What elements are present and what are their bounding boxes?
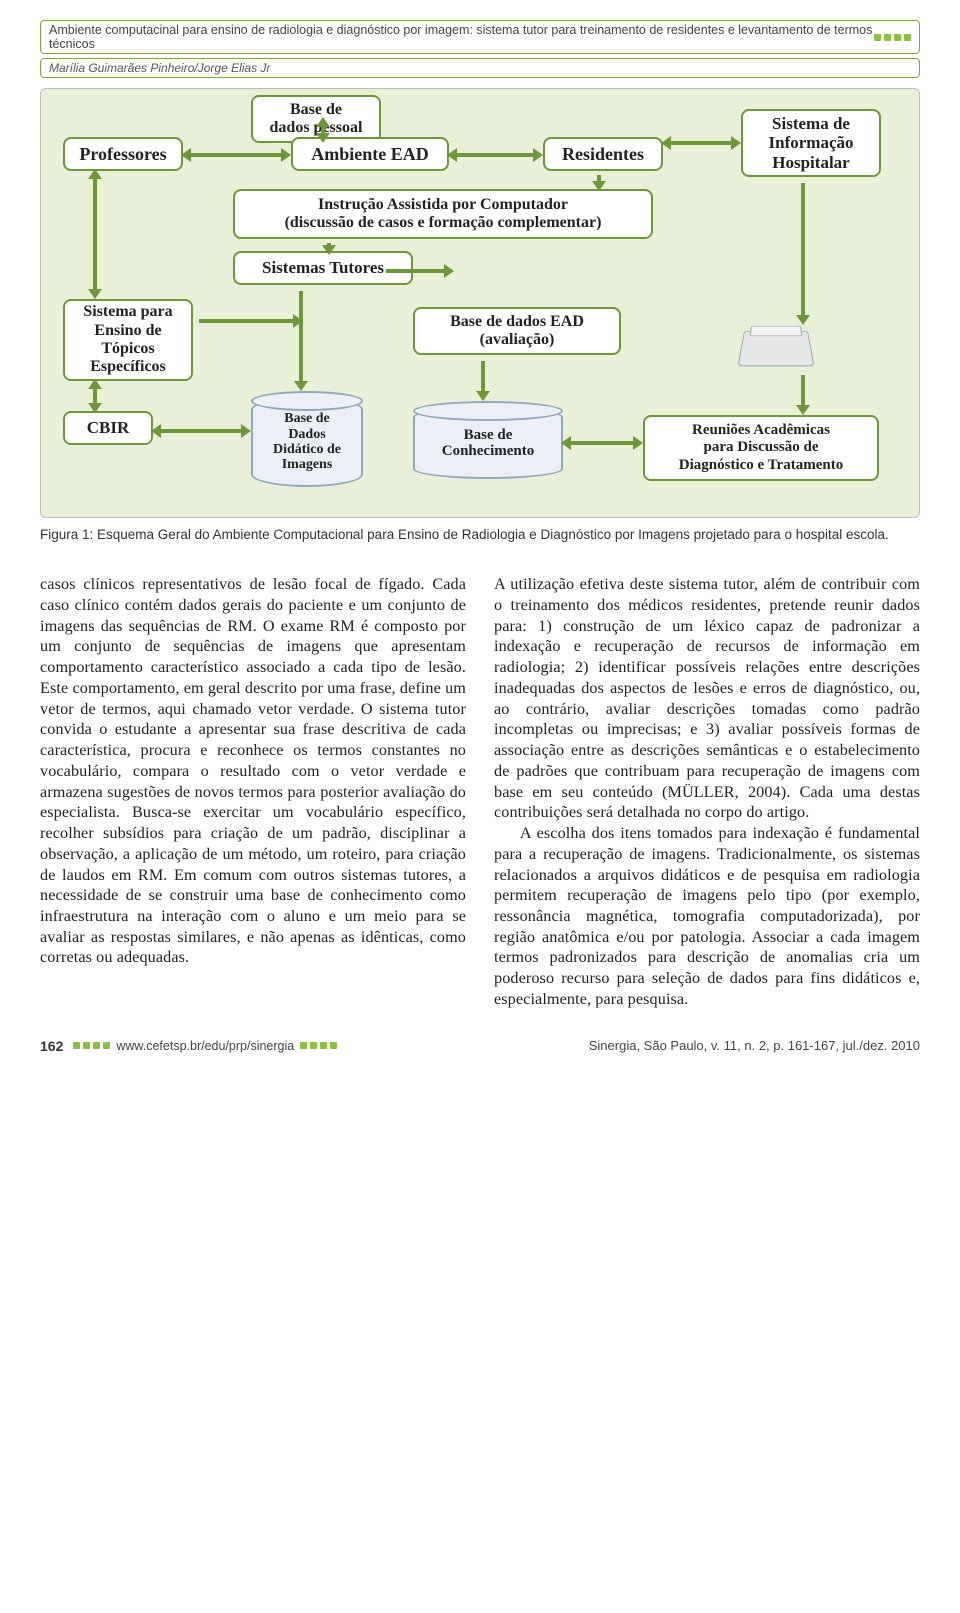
diagram-arrow-1 — [455, 153, 535, 157]
footer-url: www.cefetsp.br/edu/prp/sinergia — [116, 1039, 294, 1053]
diagram-node-ambiente_ead: Ambiente EAD — [291, 137, 449, 171]
article-header-title-row: Ambiente computacinal para ensino de rad… — [40, 20, 920, 54]
scanner-icon — [737, 331, 814, 367]
body-right-paragraph-1: A utilização efetiva deste sistema tutor… — [494, 574, 920, 823]
footer-citation: Sinergia, São Paulo, v. 11, n. 2, p. 161… — [589, 1038, 920, 1053]
diagram-cylinder-base_conhecimento: Base deConhecimento — [413, 407, 563, 479]
article-authors: Marília Guimarães Pinheiro/Jorge Elias J… — [49, 61, 270, 75]
diagram-arrow-13 — [801, 375, 805, 407]
footer-left: 162 www.cefetsp.br/edu/prp/sinergia — [40, 1038, 337, 1054]
diagram-arrow-8 — [299, 291, 303, 383]
diagram-node-cbir: CBIR — [63, 411, 153, 445]
diagram-arrow-10 — [481, 361, 485, 393]
diagram-arrow-2 — [669, 141, 733, 145]
page-footer: 162 www.cefetsp.br/edu/prp/sinergia Sine… — [40, 1038, 920, 1054]
article-title: Ambiente computacinal para ensino de rad… — [49, 23, 874, 51]
diagram-arrow-0 — [189, 153, 283, 157]
body-right-paragraph-2: A escolha dos itens tomados para indexaç… — [494, 823, 920, 1010]
diagram-arrow-6 — [199, 319, 295, 323]
diagram-arrow-11 — [569, 441, 635, 445]
diagram-arrow-7 — [159, 429, 243, 433]
diagram-node-sist_topicos: Sistema paraEnsino deTópicosEspecíficos — [63, 299, 193, 381]
diagram-node-reunioes: Reuniões Acadêmicaspara Discussão deDiag… — [643, 415, 879, 481]
diagram-node-residentes: Residentes — [543, 137, 663, 171]
diagram-arrow-4 — [93, 177, 97, 291]
header-decor-dots — [874, 34, 911, 41]
body-left-paragraph: casos clínicos representativos de lesão … — [40, 574, 466, 968]
diagram-node-professores: Professores — [63, 137, 183, 171]
footer-dots-left — [73, 1042, 110, 1049]
footer-dots-right — [300, 1042, 337, 1049]
figure-1-caption: Figura 1: Esquema Geral do Ambiente Comp… — [40, 526, 920, 544]
article-header-authors-row: Marília Guimarães Pinheiro/Jorge Elias J… — [40, 58, 920, 78]
body-columns: casos clínicos representativos de lesão … — [40, 574, 920, 1009]
diagram-node-sistemas_tutores: Sistemas Tutores — [233, 251, 413, 285]
figure-1-diagram: ProfessoresBase dedados pessoalAmbiente … — [40, 88, 920, 518]
diagram-arrow-3 — [321, 125, 325, 135]
diagram-arrow-5 — [93, 387, 97, 405]
diagram-node-instrucao: Instrução Assistida por Computador(discu… — [233, 189, 653, 239]
diagram-node-base_ead_aval: Base de dados EAD(avaliação) — [413, 307, 621, 355]
page-number: 162 — [40, 1038, 63, 1054]
body-right-column: A utilização efetiva deste sistema tutor… — [494, 574, 920, 1009]
diagram-arrow-15 — [327, 243, 331, 247]
diagram-arrow-12 — [801, 183, 805, 317]
diagram-cylinder-base_imagens: Base deDadosDidático deImagens — [251, 397, 363, 487]
diagram-arrow-14 — [597, 175, 601, 183]
body-left-column: casos clínicos representativos de lesão … — [40, 574, 466, 1009]
diagram-node-sih: Sistema deInformaçãoHospitalar — [741, 109, 881, 177]
diagram-arrow-9 — [386, 269, 446, 273]
